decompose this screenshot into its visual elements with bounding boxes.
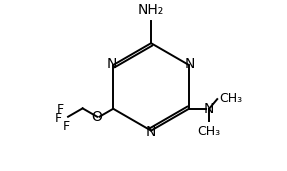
Text: F: F	[57, 103, 64, 116]
Text: N: N	[185, 57, 195, 71]
Text: F: F	[55, 112, 62, 125]
Text: N: N	[107, 57, 117, 71]
Text: N: N	[146, 125, 156, 139]
Text: O: O	[92, 110, 103, 124]
Text: CH₃: CH₃	[197, 125, 221, 138]
Text: CH₃: CH₃	[219, 92, 243, 105]
Text: NH₂: NH₂	[138, 3, 164, 17]
Text: N: N	[204, 102, 214, 116]
Text: F: F	[63, 120, 70, 133]
